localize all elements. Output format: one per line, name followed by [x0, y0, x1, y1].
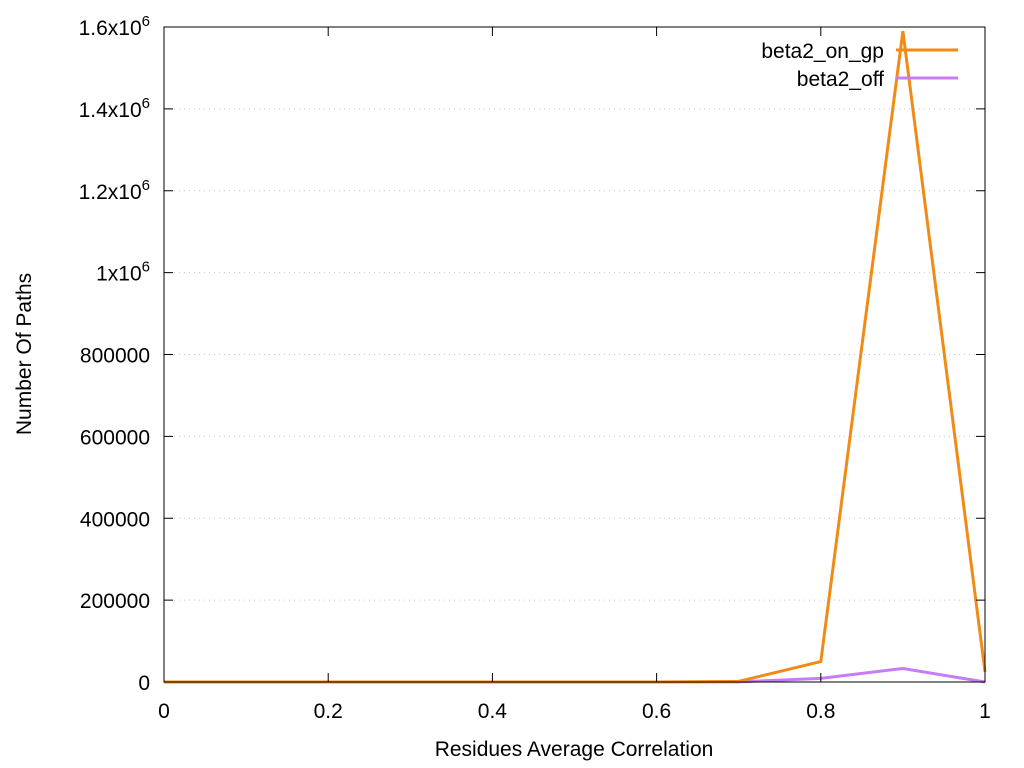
x-tick-label: 0.4 [478, 700, 508, 723]
y-tick-label: 1.6x106 [79, 13, 150, 40]
x-tick-label: 0 [158, 700, 170, 723]
axis-ticks [163, 26, 986, 683]
x-tick-label: 0.6 [642, 700, 671, 723]
x-tick-label: 1 [979, 700, 991, 723]
y-tick-label: 1x106 [96, 259, 150, 286]
y-tick-label: 600000 [80, 426, 150, 449]
x-axis-title: Residues Average Correlation [435, 738, 714, 761]
legend: beta2_on_gp beta2_off [761, 40, 958, 91]
y-tick-label: 200000 [80, 590, 150, 613]
x-tick-label: 0.2 [314, 700, 343, 723]
series-line-beta2-off [164, 666, 986, 684]
y-tick-label: 1.2x106 [79, 177, 150, 204]
y-tick-label: 800000 [80, 345, 150, 368]
series-lines [164, 30, 987, 684]
y-axis-title: Number Of Paths [13, 273, 36, 435]
y-tick-label: 1.4x106 [79, 95, 150, 122]
legend-label-beta2-on-gp: beta2_on_gp [761, 40, 884, 63]
x-tick-labels: 0 0.2 0.4 0.6 0.8 1 [158, 700, 991, 723]
y-tick-label: 400000 [80, 508, 150, 531]
legend-label-beta2-off: beta2_off [797, 68, 884, 91]
series-line-beta2-on-gp [164, 30, 987, 684]
x-tick-label: 0.8 [806, 700, 835, 723]
y-tick-labels: 0 200000 400000 600000 800000 1x106 1.2x106 1.4… [79, 13, 150, 695]
y-tick-label: 0 [138, 672, 150, 695]
grid-lines [164, 108, 985, 601]
